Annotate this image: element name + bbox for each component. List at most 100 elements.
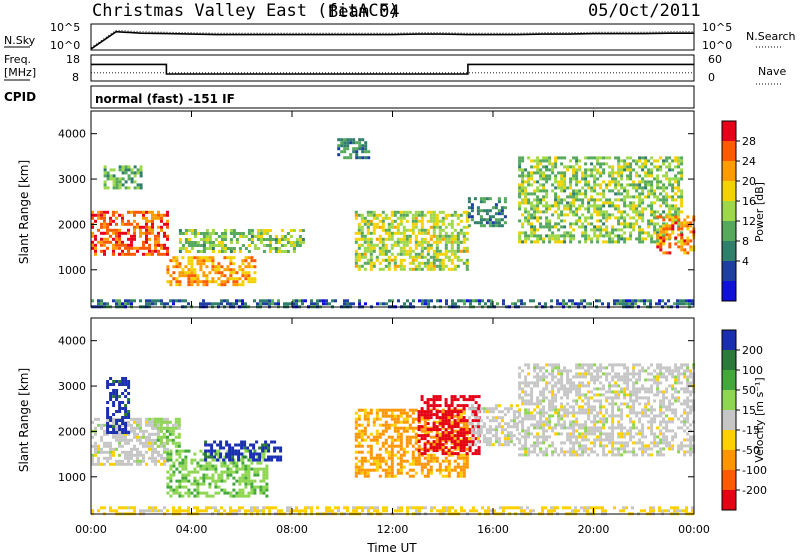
heatmap-cell-5 [465, 210, 469, 214]
heatmap-cell-5 [435, 225, 439, 229]
heatmap-cell-0 [139, 246, 142, 250]
heatmap-cell-5 [384, 264, 388, 268]
heatmap-cell-8 [578, 387, 582, 391]
heatmap-cell-0 [154, 447, 157, 451]
heatmap-cell-5 [378, 225, 382, 229]
heatmap-cell-7 [563, 234, 567, 238]
heatmap-cell-3 [208, 235, 212, 238]
heatmap-cell-9 [352, 302, 355, 306]
heatmap-cell-3 [184, 238, 188, 241]
heatmap-cell-4 [228, 455, 232, 459]
heatmap-cell-5 [435, 240, 439, 244]
heatmap-cell-5 [366, 423, 370, 427]
heatmap-cell-8 [599, 417, 603, 421]
heatmap-cell-3 [238, 488, 242, 492]
heatmap-cell-7 [584, 162, 588, 166]
heatmap-cell-6 [468, 440, 472, 444]
heatmap-cell-4 [267, 458, 271, 462]
heatmap-cell-7 [563, 204, 567, 208]
heatmap-cell-0 [151, 456, 154, 460]
heatmap-cell-8 [548, 417, 552, 421]
heatmap-cell-7 [680, 192, 684, 196]
heatmap-cell-4 [237, 452, 241, 456]
heatmap-cell-0 [139, 462, 142, 466]
heatmap-cell-9 [565, 302, 568, 306]
heatmap-cell-0 [97, 456, 100, 460]
heatmap-cell-9 [292, 299, 295, 303]
heatmap-cell-7 [680, 195, 684, 199]
heatmap-cell-0 [127, 243, 130, 247]
heatmap-cell-8 [539, 447, 543, 451]
heatmap-cell-7 [647, 189, 651, 193]
heatmap-cell-7 [578, 159, 582, 163]
heatmap-cell-7 [584, 156, 588, 160]
heatmap-cell-7 [536, 234, 540, 238]
heatmap-cell-3 [262, 455, 266, 459]
heatmap-cell-7 [479, 425, 483, 429]
heatmap-cell-7 [485, 431, 489, 435]
heatmap-cell-7 [521, 240, 525, 244]
heatmap-cell-9 [628, 302, 631, 306]
heatmap-cell-8 [545, 363, 549, 367]
heatmap-cell-7 [602, 228, 606, 232]
heatmap-cell-3 [169, 449, 173, 453]
heatmap-cell-2 [168, 432, 172, 436]
heatmap-cell-8 [626, 387, 630, 391]
heatmap-cell-0 [142, 459, 145, 463]
heatmap-cell-7 [662, 186, 666, 190]
heatmap-cell-8 [566, 387, 570, 391]
heatmap-cell-1 [124, 165, 128, 169]
heatmap-cell-3 [220, 488, 224, 492]
heatmap-cell-7 [497, 404, 501, 408]
heatmap-cell-0 [154, 249, 157, 253]
heatmap-cell-0 [118, 234, 121, 238]
heatmap-cell-9 [430, 299, 433, 303]
heatmap-cell-7 [578, 240, 582, 244]
heatmap-cell-5 [402, 225, 406, 229]
heatmap-cell-7 [641, 186, 645, 190]
heatmap-cell-7 [602, 168, 606, 172]
heatmap-cell-7 [644, 165, 648, 169]
heatmap-cell-7 [596, 225, 600, 229]
heatmap-cell-7 [629, 231, 633, 235]
heatmap-cell-8 [524, 363, 528, 367]
heatmap-cell-7 [656, 168, 660, 172]
heatmap-cell-0 [160, 219, 163, 223]
heatmap-cell-9 [220, 299, 223, 303]
heatmap-cell-3 [283, 235, 287, 238]
heatmap-cell-0 [157, 240, 160, 244]
heatmap-cell-5 [366, 468, 370, 472]
heatmap-cell-5 [438, 465, 442, 469]
heatmap-cell-7 [680, 159, 684, 163]
heatmap-cell-8 [542, 408, 546, 412]
heatmap-cell-2 [165, 429, 169, 433]
heatmap-cell-9 [316, 302, 319, 306]
heatmap-cell-3 [268, 244, 272, 247]
heatmap-cell-8 [551, 375, 555, 379]
heatmap-cell-7 [485, 440, 489, 444]
heatmap-cell-8 [575, 417, 579, 421]
heatmap-cell-2 [190, 262, 194, 266]
heatmap-cell-5 [378, 462, 382, 466]
heatmap-cell-6 [467, 215, 471, 219]
heatmap-cell-5 [363, 459, 367, 463]
heatmap-cell-3 [247, 449, 251, 453]
heatmap-cell-6 [462, 437, 466, 441]
heatmap-cell-5 [432, 258, 436, 262]
heatmap-cell-8 [575, 423, 579, 427]
heatmap-cell-8 [548, 426, 552, 430]
heatmap-cell-6 [438, 398, 442, 402]
heatmap-cell-8 [545, 387, 549, 391]
heatmap-cell-5 [423, 420, 427, 424]
heatmap-cell-8 [536, 381, 540, 385]
heatmap-cell-5 [399, 468, 403, 472]
heatmap-cell-7 [542, 225, 546, 229]
heatmap-cell-7 [485, 407, 489, 411]
heatmap-cell-9 [160, 299, 163, 303]
heatmap-cell-1 [124, 171, 128, 175]
heatmap-cell-7 [635, 222, 639, 226]
heatmap-cell-8 [551, 399, 555, 403]
heatmap-cell-3 [187, 470, 191, 474]
heatmap-cell-3 [199, 464, 203, 468]
heatmap-cell-8 [542, 429, 546, 433]
